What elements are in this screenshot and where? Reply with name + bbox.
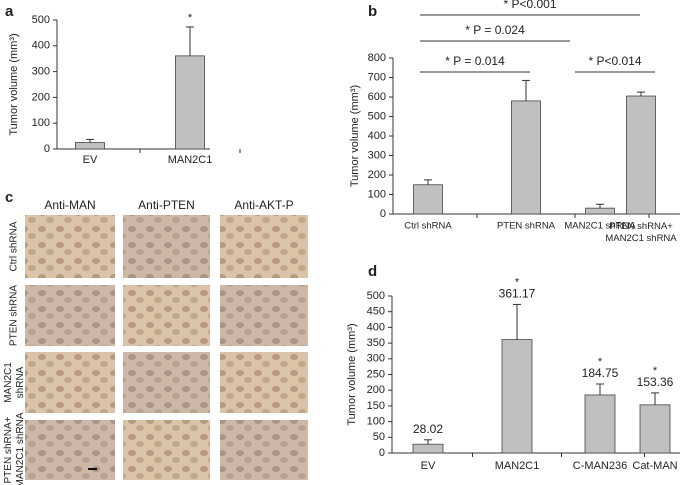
panel-label: a xyxy=(5,3,14,20)
y-tick-label: 500 xyxy=(32,14,50,26)
x-tick-label: PTEN shRNA xyxy=(497,221,556,232)
micrograph xyxy=(220,420,308,480)
x-tick-label: MAN2C1 shRNA xyxy=(564,221,636,232)
micrograph xyxy=(25,285,115,346)
micrograph xyxy=(25,420,115,480)
significance-star: * xyxy=(653,365,658,377)
y-axis-label: Tumor volume (mm³) xyxy=(8,33,20,135)
significance-star: * xyxy=(188,12,193,24)
y-tick-label: 300 xyxy=(32,66,50,78)
bar xyxy=(511,100,541,215)
y-tick-label: 100 xyxy=(32,117,50,129)
y-tick-label: 400 xyxy=(32,40,50,52)
y-tick-label: 0 xyxy=(380,208,386,220)
y-tick-label: 200 xyxy=(367,384,385,396)
y-tick-label: 600 xyxy=(368,91,386,103)
y-tick-label: 200 xyxy=(32,91,50,103)
row-label: PTEN shRNA xyxy=(9,285,20,346)
y-tick-label: 400 xyxy=(368,130,386,142)
bar xyxy=(175,55,205,150)
y-tick-label: 100 xyxy=(368,188,386,200)
column-header: Anti-PTEN xyxy=(138,198,195,212)
y-tick-label: 350 xyxy=(367,337,385,349)
column-header: Anti-AKT-P xyxy=(234,198,293,212)
row-label: PTEN shRNA+MAN2C1 shRNA xyxy=(3,412,26,485)
micrograph xyxy=(123,420,210,480)
bar xyxy=(626,95,656,215)
y-axis-label: Tumor volume (mm³) xyxy=(346,323,358,425)
x-tick-label: MAN2C1 xyxy=(168,154,213,166)
y-tick-label: 450 xyxy=(367,306,385,318)
y-tick-label: 200 xyxy=(368,169,386,181)
y-tick-label: 0 xyxy=(44,143,50,155)
y-tick-label: 500 xyxy=(367,290,385,302)
y-tick-label: 300 xyxy=(367,353,385,365)
micrograph xyxy=(25,215,115,278)
micrograph xyxy=(220,285,308,346)
y-tick-label: 0 xyxy=(379,447,385,459)
micrograph xyxy=(25,352,115,413)
y-tick-label: 500 xyxy=(368,110,386,122)
column-header: Anti-MAN xyxy=(44,198,95,212)
x-tick-label: PTEN shRNA+ MAN2C1 shRNA xyxy=(605,221,677,244)
micrograph xyxy=(123,352,210,413)
panel-label: c xyxy=(5,189,13,206)
panel-label: d xyxy=(368,263,377,280)
x-tick-label: C-MAN236 xyxy=(573,460,627,472)
row-label: MAN2C1shRNA xyxy=(3,362,26,403)
x-tick-label: MAN2C1 xyxy=(495,460,540,472)
bar xyxy=(639,404,671,454)
bar xyxy=(584,394,616,454)
value-label: 28.02 xyxy=(413,422,443,436)
x-tick-label: EV xyxy=(421,460,436,472)
value-label: 361.17 xyxy=(499,287,536,301)
x-tick-label: Cat-MAN xyxy=(632,460,677,472)
y-tick-label: 800 xyxy=(368,52,386,64)
micrograph xyxy=(220,352,308,413)
comparison-label: * P = 0.014 xyxy=(445,54,505,68)
x-tick-label: Ctrl shRNA xyxy=(404,221,452,232)
y-tick-label: 700 xyxy=(368,71,386,83)
y-tick-label: 50 xyxy=(373,431,385,443)
panel-label: b xyxy=(368,3,377,20)
micrograph xyxy=(123,285,210,346)
y-axis-label: Tumor volume (mm³) xyxy=(349,85,361,187)
bar xyxy=(412,443,444,454)
value-label: 153.36 xyxy=(637,375,674,389)
significance-star: * xyxy=(598,356,603,368)
micrograph xyxy=(220,215,308,278)
x-tick-label: EV xyxy=(83,154,98,166)
y-tick-label: 100 xyxy=(367,416,385,428)
y-tick-label: 250 xyxy=(367,368,385,380)
comparison-label: * P<0.014 xyxy=(588,54,641,68)
micrograph xyxy=(123,215,210,278)
row-label: Ctrl shRNA xyxy=(9,221,20,271)
comparison-label: * P<0.001 xyxy=(503,0,556,11)
bar xyxy=(585,207,615,215)
y-tick-label: 300 xyxy=(368,149,386,161)
y-tick-label: 150 xyxy=(367,400,385,412)
bar xyxy=(501,339,533,454)
y-tick-label: 400 xyxy=(367,321,385,333)
significance-star: * xyxy=(515,276,520,288)
bar xyxy=(75,142,105,150)
value-label: 184.75 xyxy=(582,366,619,380)
comparison-label: * P = 0.024 xyxy=(465,23,525,37)
bar xyxy=(413,184,443,215)
